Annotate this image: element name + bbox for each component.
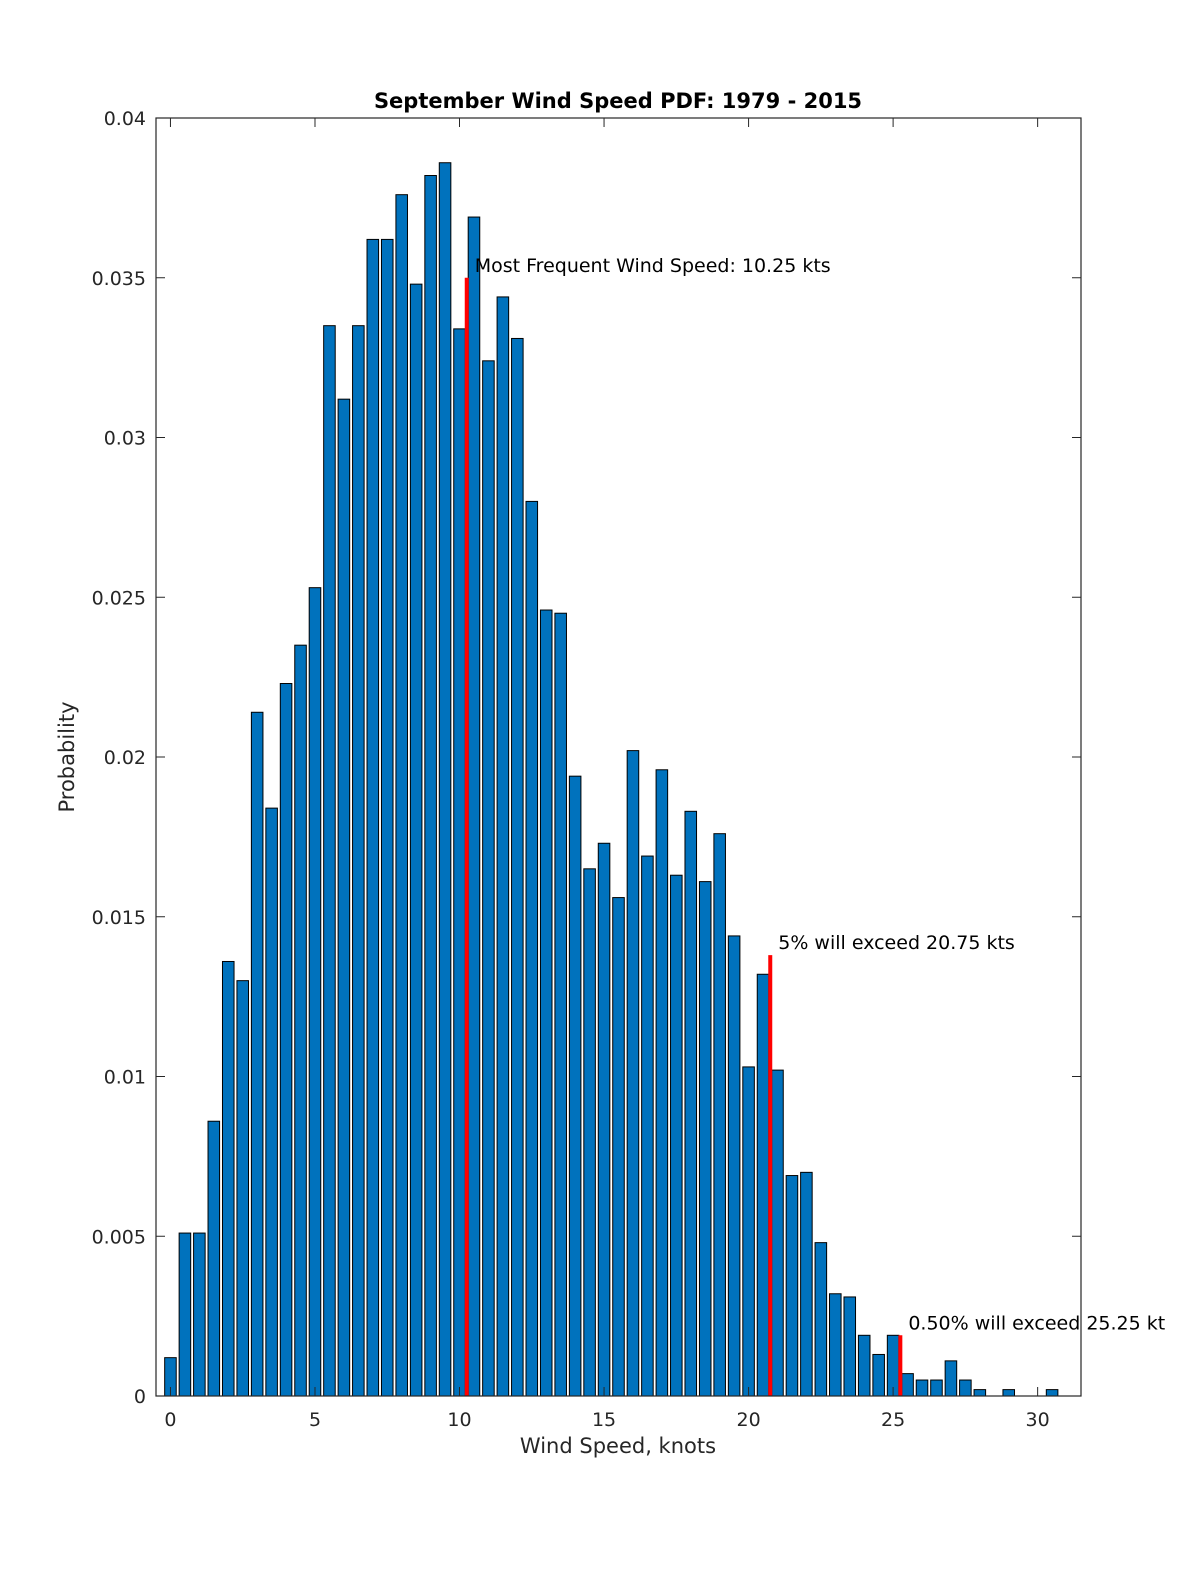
bar xyxy=(439,163,451,1396)
bar xyxy=(786,1176,798,1396)
wind-speed-pdf-chart: Most Frequent Wind Speed: 10.25 kts 5% wi… xyxy=(0,0,1200,1575)
bar xyxy=(324,326,336,1396)
bar xyxy=(410,284,422,1396)
bar xyxy=(916,1380,928,1396)
bar xyxy=(844,1297,856,1396)
bar xyxy=(251,712,263,1396)
bar xyxy=(873,1354,885,1396)
bar xyxy=(425,176,437,1396)
bar xyxy=(194,1233,206,1396)
bar xyxy=(497,297,509,1396)
bar xyxy=(772,1070,784,1396)
bar xyxy=(396,195,408,1396)
y-tick-label: 0.04 xyxy=(104,108,146,130)
y-tick-label: 0.03 xyxy=(104,428,146,450)
bar xyxy=(584,869,596,1396)
bar xyxy=(974,1390,986,1396)
y-tick-label: 0 xyxy=(134,1386,146,1408)
bar xyxy=(237,981,249,1396)
bar xyxy=(222,961,234,1396)
bar xyxy=(280,684,292,1396)
bar xyxy=(295,645,307,1396)
y-tick-label: 0.01 xyxy=(104,1067,146,1089)
bar xyxy=(830,1294,842,1396)
bar xyxy=(656,770,668,1396)
marker-label: 5% will exceed 20.75 kts xyxy=(778,932,1015,954)
x-tick-label: 25 xyxy=(881,1409,905,1431)
bar xyxy=(728,936,740,1396)
bar xyxy=(858,1335,870,1396)
bar xyxy=(266,808,278,1396)
bar xyxy=(1003,1390,1015,1396)
bar xyxy=(338,399,350,1396)
bar xyxy=(685,811,697,1396)
y-axis-label: Probability xyxy=(55,701,79,812)
x-tick-label: 5 xyxy=(309,1409,321,1431)
bar xyxy=(743,1067,755,1396)
bar xyxy=(671,875,683,1396)
bar xyxy=(512,338,524,1396)
bar xyxy=(902,1374,914,1396)
bar xyxy=(569,776,581,1396)
y-tick-label: 0.02 xyxy=(104,747,146,769)
y-tick-label: 0.005 xyxy=(92,1226,146,1248)
y-tick-label: 0.015 xyxy=(92,907,146,929)
bar xyxy=(945,1361,957,1396)
bar xyxy=(931,1380,943,1396)
bar xyxy=(454,329,466,1396)
bar xyxy=(642,856,654,1396)
x-tick-label: 10 xyxy=(447,1409,471,1431)
bar xyxy=(208,1121,220,1396)
bar xyxy=(179,1233,191,1396)
x-tick-label: 0 xyxy=(164,1409,176,1431)
y-tick-label: 0.035 xyxy=(92,268,146,290)
bar xyxy=(540,610,552,1396)
y-tick-label: 0.025 xyxy=(92,587,146,609)
marker-label: Most Frequent Wind Speed: 10.25 kts xyxy=(475,255,831,277)
bar xyxy=(960,1380,972,1396)
bar xyxy=(801,1172,813,1396)
bar xyxy=(757,974,769,1396)
bar xyxy=(526,501,538,1396)
chart-title: September Wind Speed PDF: 1979 - 2015 xyxy=(374,89,862,113)
bar xyxy=(627,751,639,1396)
x-tick-label: 30 xyxy=(1026,1409,1050,1431)
marker-label: 0.50% will exceed 25.25 kt xyxy=(908,1312,1165,1334)
bar xyxy=(309,588,321,1396)
bar xyxy=(367,239,379,1396)
bar xyxy=(468,217,480,1396)
bar xyxy=(1046,1390,1058,1396)
x-tick-label: 20 xyxy=(736,1409,760,1431)
bar xyxy=(887,1335,899,1396)
bar xyxy=(613,898,625,1396)
x-tick-label: 15 xyxy=(592,1409,616,1431)
bar xyxy=(699,882,711,1396)
bar xyxy=(483,361,495,1396)
bar xyxy=(598,843,610,1396)
bar xyxy=(353,326,365,1396)
bar xyxy=(714,834,726,1396)
bar xyxy=(555,613,567,1396)
x-axis-label: Wind Speed, knots xyxy=(520,1434,716,1458)
bar xyxy=(815,1243,827,1396)
bar xyxy=(381,239,393,1396)
